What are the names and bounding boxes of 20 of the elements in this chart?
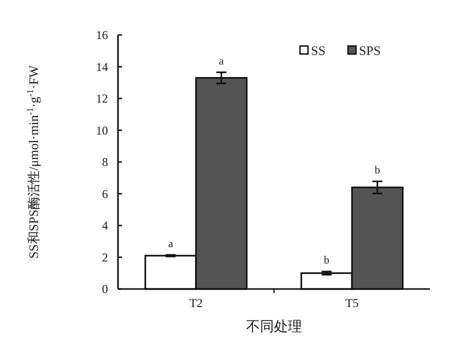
legend-item: SPS [347,43,381,58]
x-tick-label: T5 [345,296,359,310]
legend-label: SS [311,43,326,58]
annotation: b [374,164,381,176]
annotation: a [168,238,174,250]
y-tick-label: 10 [96,123,108,138]
y-tick-label: 4 [102,218,108,232]
y-tick-label: 2 [102,250,108,264]
y-tick-label: 6 [102,186,108,201]
annotation: a [218,55,224,68]
legend-label: SPS [359,43,381,58]
x-tick-label: T2 [189,296,203,310]
x-axis-title: 不同处理 [246,319,302,335]
y-tick-label: 0 [102,282,108,296]
y-tick-label: 12 [96,92,108,106]
y-tick-label: 14 [96,60,108,74]
legend-item: SS [299,43,326,58]
y-tick-label: 8 [102,155,108,169]
annotation: b [324,254,330,267]
y-tick-label: 16 [96,28,108,42]
